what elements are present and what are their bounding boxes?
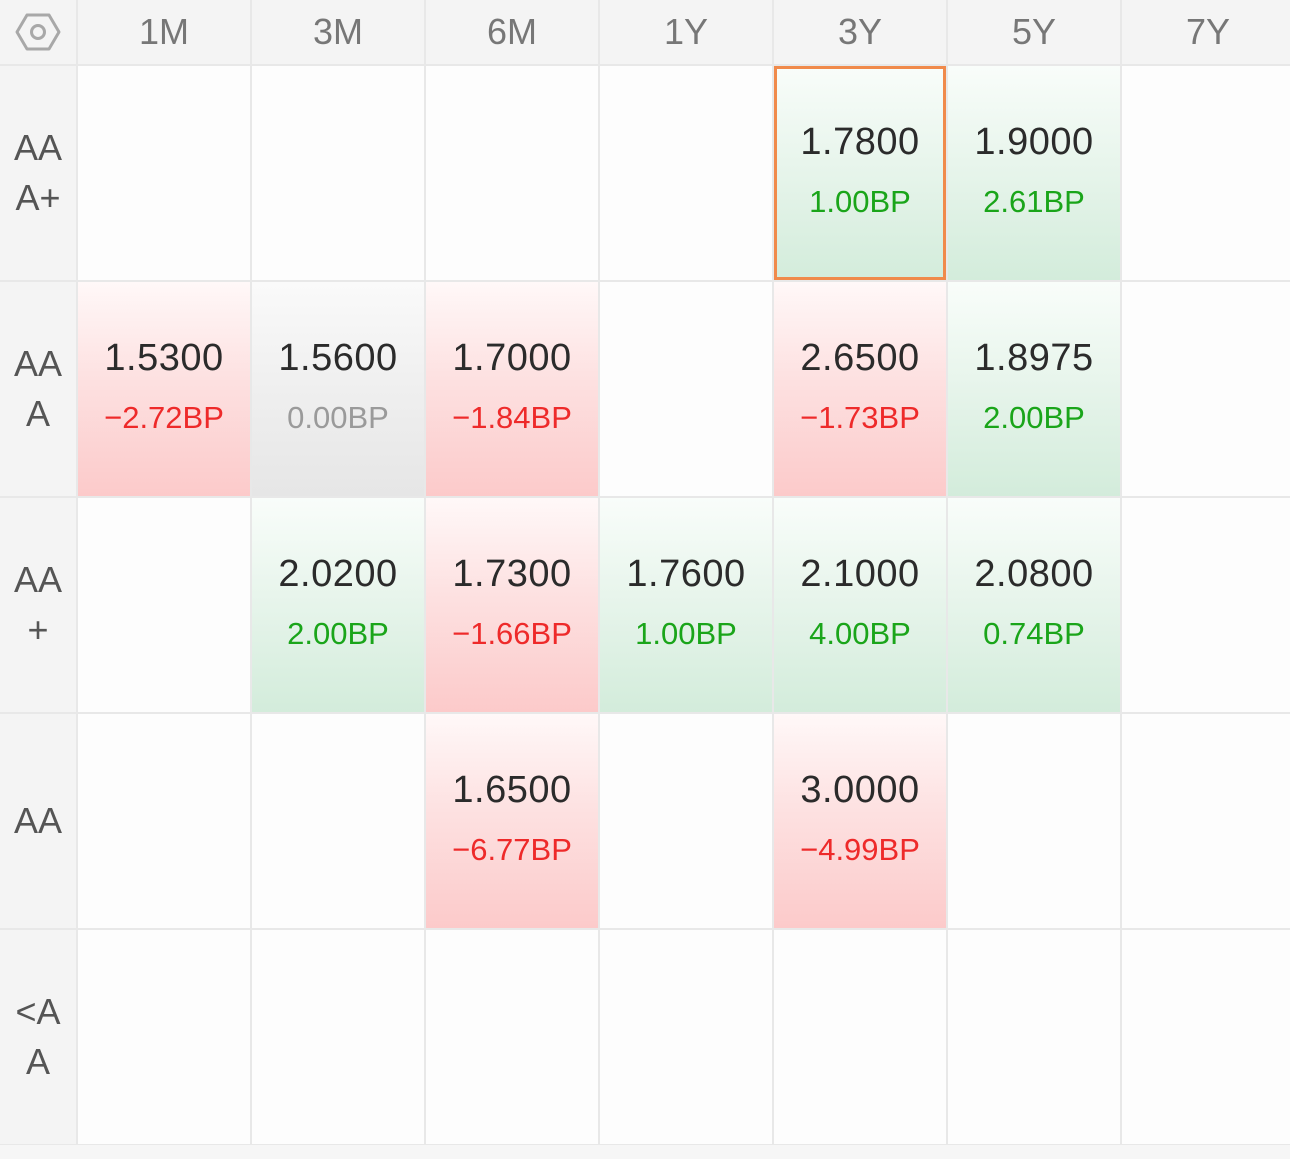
quote-cell-3m[interactable] (252, 714, 424, 928)
column-header-6m[interactable]: 6M (426, 0, 598, 64)
rate-change-bp: 1.00BP (635, 615, 737, 651)
quote-cell-3m[interactable]: 1.5600 0.00BP (252, 282, 424, 496)
row-header-label-line: AA (13, 559, 63, 600)
quote-cell-7y[interactable] (1122, 930, 1290, 1144)
yield-rate: 3.0000 (800, 768, 920, 811)
column-header-5y[interactable]: 5Y (948, 0, 1120, 64)
quote-cell-1y[interactable] (600, 66, 772, 280)
quote-cell-1m[interactable]: 1.5300 −2.72BP (78, 282, 250, 496)
yield-rate: 1.9000 (974, 120, 1094, 163)
quote-cell-1m[interactable] (78, 66, 250, 280)
quote-cell-6m[interactable] (426, 66, 598, 280)
yield-rate: 1.7600 (626, 552, 746, 595)
row-header[interactable]: <A A (0, 930, 76, 1144)
quote-cell-1m[interactable] (78, 498, 250, 712)
rate-change-bp: 2.00BP (983, 399, 1085, 435)
rate-change-bp: −2.72BP (104, 399, 224, 435)
yield-rate: 1.5300 (104, 336, 224, 379)
quote-cell-1m[interactable] (78, 714, 250, 928)
yield-rate: 1.7000 (452, 336, 572, 379)
rate-change-bp: −6.77BP (452, 831, 572, 867)
row-header-label-line: + (27, 609, 49, 650)
quote-cell-3m[interactable] (252, 66, 424, 280)
row-header-label-line: AA (13, 800, 63, 841)
quote-cell-6m[interactable]: 1.7300 −1.66BP (426, 498, 598, 712)
yield-rate: 1.6500 (452, 768, 572, 811)
column-header-3y[interactable]: 3Y (774, 0, 946, 64)
row-header-label-line: A (25, 1041, 50, 1082)
rate-change-bp: −1.84BP (452, 399, 572, 435)
row-header-label-line: AA (13, 343, 63, 384)
row-header-label-line: A (25, 393, 50, 434)
quote-cell-5y[interactable] (948, 930, 1120, 1144)
row-header[interactable]: AA (0, 714, 76, 928)
quote-cell-6m[interactable]: 1.6500 −6.77BP (426, 714, 598, 928)
rate-change-bp: 0.00BP (287, 399, 389, 435)
quote-cell-7y[interactable] (1122, 714, 1290, 928)
quote-cell-3y[interactable]: 2.6500 −1.73BP (774, 282, 946, 496)
quote-cell-3y[interactable]: 1.7800 1.00BP (774, 66, 946, 280)
quote-cell-6m[interactable]: 1.7000 −1.84BP (426, 282, 598, 496)
quote-cell-7y[interactable] (1122, 282, 1290, 496)
rate-change-bp: −1.73BP (800, 399, 920, 435)
quote-cell-5y[interactable]: 1.8975 2.00BP (948, 282, 1120, 496)
settings-button[interactable] (0, 0, 76, 64)
yield-rate: 2.1000 (800, 552, 920, 595)
row-header-label-line: <A (15, 991, 61, 1032)
rate-change-bp: 2.00BP (287, 615, 389, 651)
row-header-label-line: AA (13, 127, 63, 168)
quote-cell-3y[interactable] (774, 930, 946, 1144)
quote-cell-1y[interactable] (600, 282, 772, 496)
yield-rate: 2.6500 (800, 336, 920, 379)
yield-rate: 1.7300 (452, 552, 572, 595)
rate-change-bp: −4.99BP (800, 831, 920, 867)
yield-rate: 1.8975 (974, 336, 1094, 379)
yield-rate: 1.7800 (800, 120, 920, 163)
row-header[interactable]: AA A+ (0, 66, 76, 280)
quote-cell-1m[interactable] (78, 930, 250, 1144)
column-header-7y[interactable]: 7Y (1122, 0, 1290, 64)
quote-cell-1y[interactable]: 1.7600 1.00BP (600, 498, 772, 712)
quote-cell-3m[interactable]: 2.0200 2.00BP (252, 498, 424, 712)
rate-change-bp: −1.66BP (452, 615, 572, 651)
quote-cell-5y[interactable]: 2.0800 0.74BP (948, 498, 1120, 712)
column-header-1m[interactable]: 1M (78, 0, 250, 64)
quote-cell-3m[interactable] (252, 930, 424, 1144)
yield-rate: 1.5600 (278, 336, 398, 379)
rate-change-bp: 4.00BP (809, 615, 911, 651)
column-header-1y[interactable]: 1Y (600, 0, 772, 64)
settings-hex-icon (15, 12, 61, 52)
quote-cell-6m[interactable] (426, 930, 598, 1144)
quote-cell-3y[interactable]: 3.0000 −4.99BP (774, 714, 946, 928)
yield-rate: 2.0800 (974, 552, 1094, 595)
quote-cell-3y[interactable]: 2.1000 4.00BP (774, 498, 946, 712)
row-header-label-line: A+ (15, 177, 61, 218)
rate-change-bp: 2.61BP (983, 183, 1085, 219)
quote-cell-1y[interactable] (600, 714, 772, 928)
quote-cell-7y[interactable] (1122, 498, 1290, 712)
column-header-3m[interactable]: 3M (252, 0, 424, 64)
quote-cell-7y[interactable] (1122, 66, 1290, 280)
quote-cell-1y[interactable] (600, 930, 772, 1144)
rate-change-bp: 1.00BP (809, 183, 911, 219)
row-header[interactable]: AA + (0, 498, 76, 712)
yield-rate: 2.0200 (278, 552, 398, 595)
row-header[interactable]: AA A (0, 282, 76, 496)
rate-change-bp: 0.74BP (983, 615, 1085, 651)
quote-cell-5y[interactable]: 1.9000 2.61BP (948, 66, 1120, 280)
quote-cell-5y[interactable] (948, 714, 1120, 928)
